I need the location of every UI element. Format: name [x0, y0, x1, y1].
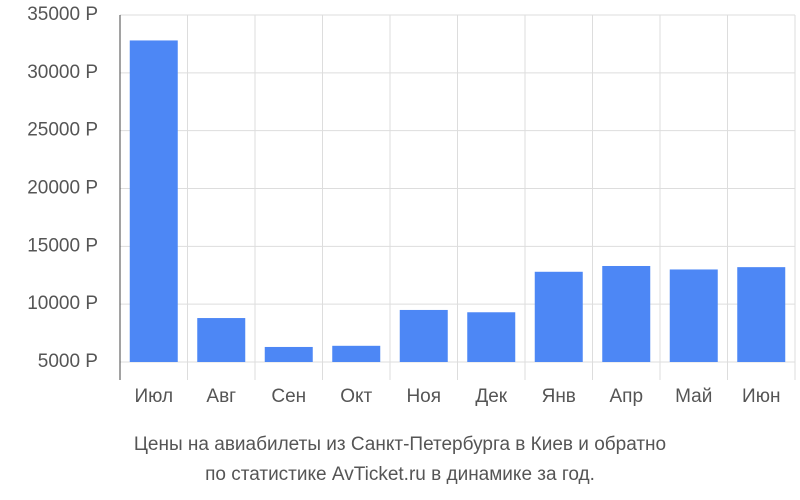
bar [602, 265, 651, 362]
y-tick-label: 20000 Р [27, 178, 98, 199]
chart-subtitle: по статистике AvTicket.ru в динамике за … [205, 464, 595, 485]
bar [534, 271, 583, 362]
bar [264, 346, 313, 362]
x-tick-label: Сен [271, 386, 306, 407]
x-tick-label: Апр [609, 386, 643, 407]
x-tick-label: Июл [134, 386, 173, 407]
bar [129, 40, 178, 363]
bar [737, 267, 786, 362]
x-tick-label: Ноя [406, 386, 441, 407]
x-tick-label: Окт [340, 386, 372, 407]
bar [332, 345, 381, 362]
x-tick-label: Дек [475, 386, 507, 407]
x-tick-label: Авг [206, 386, 236, 407]
bar [669, 269, 718, 362]
bar [197, 318, 246, 362]
x-tick-label: Июн [742, 386, 780, 407]
bar [399, 309, 448, 362]
y-tick-label: 30000 Р [27, 62, 98, 83]
x-tick-label: Май [675, 386, 712, 407]
chart-title: Цены на авиабилеты из Санкт-Петербурга в… [134, 434, 666, 455]
y-tick-label: 5000 Р [38, 351, 98, 372]
y-tick-label: 35000 Р [27, 4, 98, 25]
y-tick-label: 25000 Р [27, 120, 98, 141]
y-tick-label: 15000 Р [27, 235, 98, 256]
x-tick-label: Янв [542, 386, 576, 407]
bar [467, 312, 516, 362]
y-tick-label: 10000 Р [27, 293, 98, 314]
